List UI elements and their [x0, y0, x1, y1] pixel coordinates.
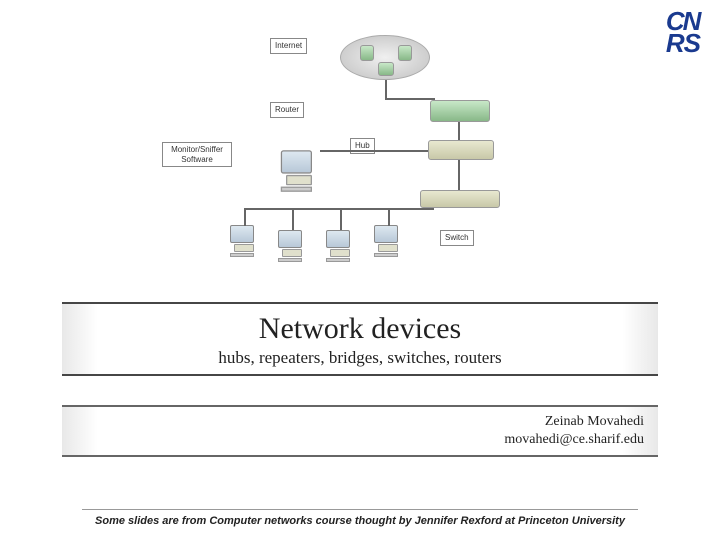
wire	[292, 208, 294, 230]
author-email: movahedi@ce.sharif.edu	[76, 431, 644, 449]
client-pc	[374, 225, 402, 257]
footer-credit: Some slides are from Computer networks c…	[82, 509, 638, 528]
page-subtitle: hubs, repeaters, bridges, switches, rout…	[62, 348, 658, 368]
client-pc	[230, 225, 258, 257]
sniffer-pc	[281, 150, 317, 192]
network-diagram: Internet Router Hub Monitor/Sniffer Soft…	[160, 30, 560, 280]
author-name: Zeinab Movahedi	[76, 413, 644, 431]
server-icon	[378, 62, 394, 76]
router-label: Router	[270, 102, 304, 118]
hub-device	[428, 140, 494, 160]
wire	[385, 80, 387, 100]
client-pc	[326, 230, 354, 262]
switch-label: Switch	[440, 230, 474, 246]
wire	[458, 122, 460, 140]
page-title: Network devices	[62, 312, 658, 346]
wire	[385, 98, 435, 100]
wire	[458, 160, 460, 190]
author-block: Zeinab Movahedi movahedi@ce.sharif.edu	[62, 405, 658, 457]
router-device	[430, 100, 490, 122]
title-block: Network devices hubs, repeaters, bridges…	[62, 302, 658, 376]
wire	[244, 208, 246, 226]
wire	[244, 208, 434, 210]
logo-bottom: RS	[666, 32, 700, 54]
wire	[320, 150, 428, 152]
wire	[388, 208, 390, 226]
sniffer-label: Monitor/Sniffer Software	[162, 142, 232, 167]
cnrs-logo: CN RS	[666, 10, 700, 54]
server-icon	[398, 45, 412, 61]
internet-label: Internet	[270, 38, 307, 54]
wire	[340, 208, 342, 230]
switch-device	[420, 190, 500, 208]
server-icon	[360, 45, 374, 61]
client-pc	[278, 230, 306, 262]
